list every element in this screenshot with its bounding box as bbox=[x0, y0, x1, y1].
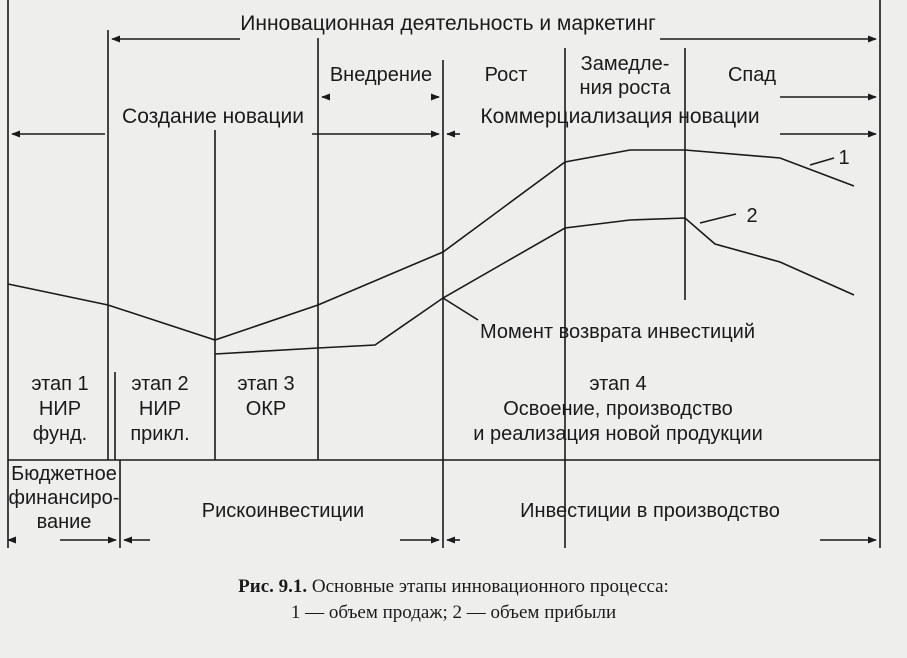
phase-growth: Рост bbox=[485, 64, 528, 86]
stage2-line3: прикл. bbox=[130, 423, 189, 445]
stage2-line1: этап 2 bbox=[131, 373, 188, 395]
risk-investment-label: Рискоинвестиции bbox=[202, 500, 364, 522]
stage1-line3: фунд. bbox=[33, 423, 88, 445]
innovation-activity-label: Инновационная деятельность и маркетинг bbox=[240, 12, 656, 35]
stage1-line1: этап 1 bbox=[31, 373, 88, 395]
sales-volume-curve bbox=[7, 149, 855, 341]
commercialization-label: Коммерциализация новации bbox=[480, 105, 759, 128]
profit-curve-leader bbox=[699, 213, 737, 224]
stage3-line1: этап 3 bbox=[237, 373, 294, 395]
budget-financing-line2: финансиро- bbox=[9, 487, 120, 509]
profit-curve-label: 2 bbox=[746, 205, 757, 227]
caption-title: Основные этапы инновационного процесса: bbox=[311, 576, 669, 597]
payback-label: Момент возврата инвестиций bbox=[480, 321, 755, 343]
stage1-line2: НИР bbox=[39, 398, 81, 420]
caption-line1: Рис. 9.1. Основные этапы инновационного … bbox=[0, 574, 907, 600]
phase-decline: Спад bbox=[728, 64, 776, 86]
sales-curve-leader bbox=[809, 157, 835, 166]
budget-financing-line1: Бюджетное bbox=[11, 463, 117, 485]
stage4-line1: этап 4 bbox=[589, 373, 646, 395]
phase-slowdown-line2: ния роста bbox=[580, 77, 672, 99]
stage4-line2: Освоение, производство bbox=[503, 398, 733, 420]
stage4-line3: и реализация новой продукции bbox=[473, 423, 763, 445]
phase-slowdown-line1: Замедле- bbox=[581, 53, 670, 75]
figure-caption: Рис. 9.1. Основные этапы инновационного … bbox=[0, 574, 907, 626]
production-investment-label: Инвестиции в производство bbox=[520, 500, 780, 522]
phase-introduction: Внедрение bbox=[330, 64, 432, 86]
profit-volume-curve bbox=[214, 217, 855, 355]
caption-figure-number: Рис. 9.1. bbox=[238, 576, 308, 597]
stage2-line2: НИР bbox=[139, 398, 181, 420]
payback-leader bbox=[442, 297, 479, 321]
sales-curve-label: 1 bbox=[838, 147, 849, 169]
budget-financing-line3: вание bbox=[37, 511, 92, 533]
creation-label: Создание новации bbox=[122, 105, 304, 128]
caption-legend: 1 — объем продаж; 2 — объем прибыли bbox=[290, 602, 617, 623]
stage3-line2: ОКР bbox=[246, 398, 287, 420]
